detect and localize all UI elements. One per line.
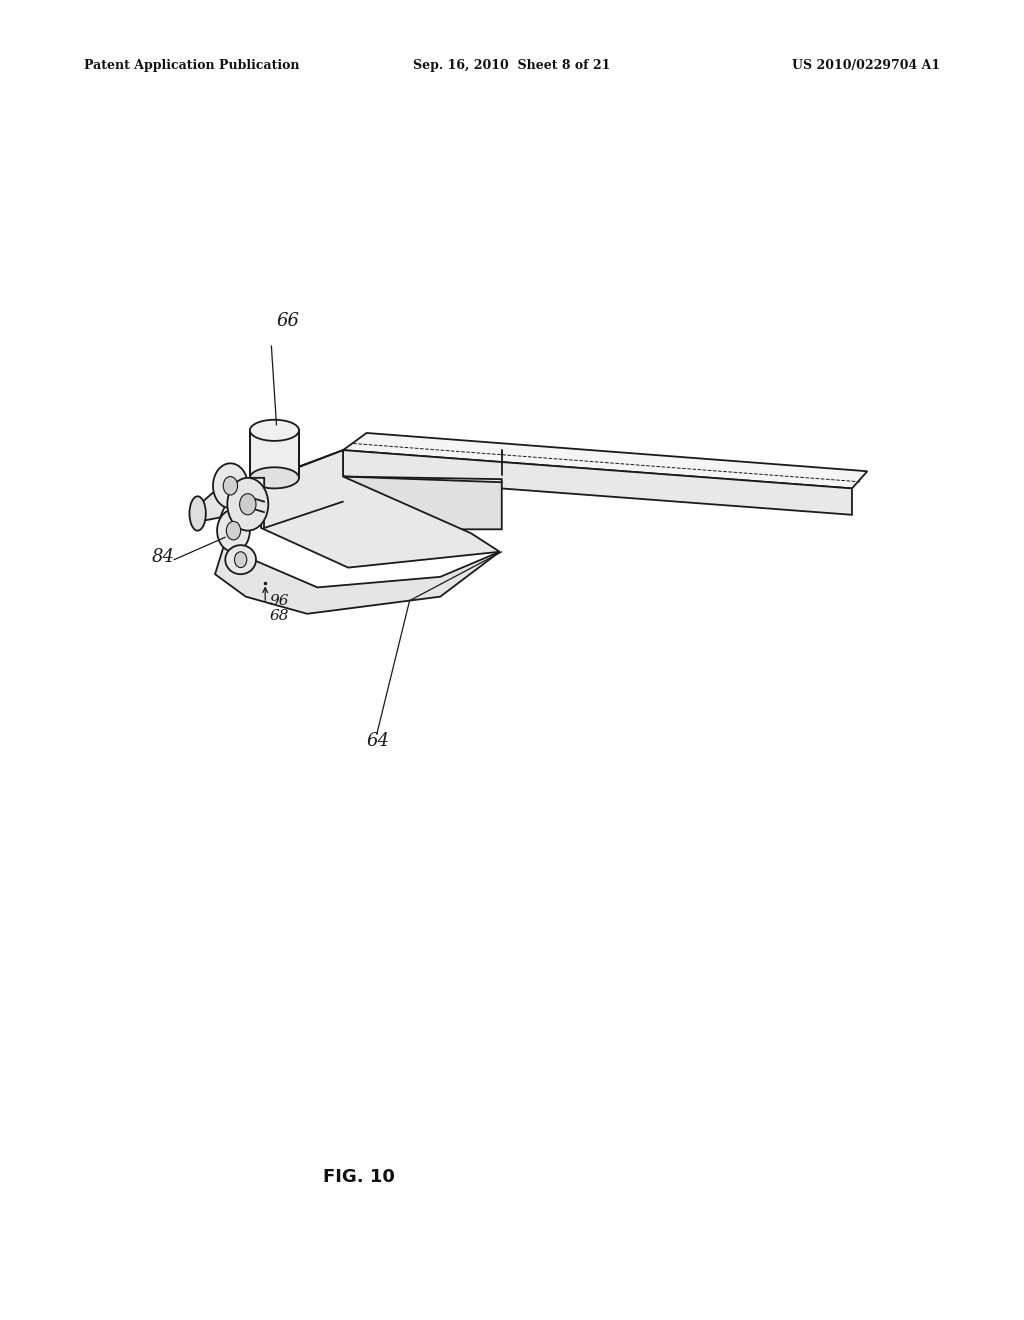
Ellipse shape [225,545,256,574]
Circle shape [240,494,256,515]
Polygon shape [200,482,233,521]
Polygon shape [343,477,502,529]
Text: Patent Application Publication: Patent Application Publication [84,59,299,71]
Text: 66: 66 [276,312,299,330]
Polygon shape [261,450,500,568]
Text: 84: 84 [152,548,174,566]
Text: 68: 68 [269,610,289,623]
Circle shape [217,510,250,552]
Circle shape [213,463,248,508]
Circle shape [226,521,241,540]
Circle shape [234,552,247,568]
Circle shape [223,477,238,495]
Text: 64: 64 [367,731,389,750]
Text: FIG. 10: FIG. 10 [323,1168,394,1187]
Text: 96: 96 [269,594,289,607]
Text: Sep. 16, 2010  Sheet 8 of 21: Sep. 16, 2010 Sheet 8 of 21 [414,59,610,71]
Polygon shape [343,433,867,488]
Polygon shape [241,478,264,511]
Ellipse shape [189,496,206,531]
Text: US 2010/0229704 A1: US 2010/0229704 A1 [792,59,940,71]
Polygon shape [250,430,299,478]
Ellipse shape [250,467,299,488]
Polygon shape [343,450,852,515]
Ellipse shape [250,420,299,441]
Polygon shape [215,541,500,614]
Circle shape [227,478,268,531]
